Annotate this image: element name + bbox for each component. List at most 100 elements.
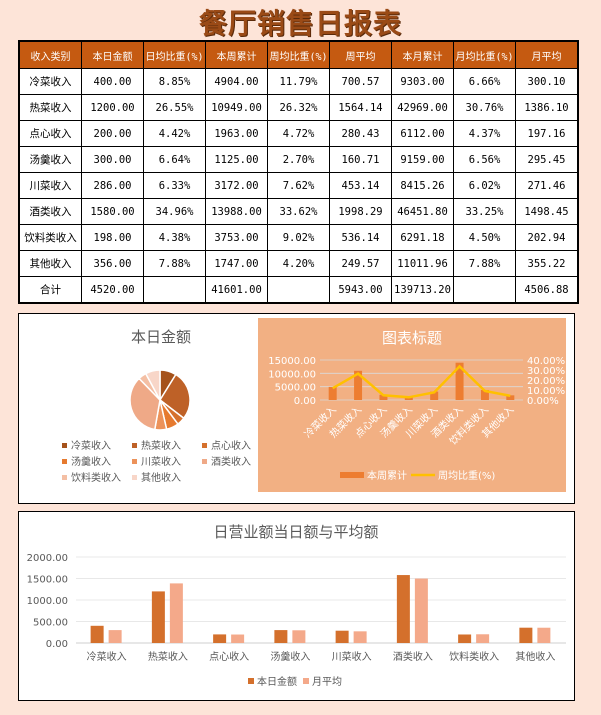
table-cell[interactable] bbox=[143, 276, 206, 304]
table-cell[interactable]: 4.72% bbox=[267, 120, 330, 147]
table-cell[interactable] bbox=[267, 276, 330, 304]
table-cell[interactable]: 200.00 bbox=[81, 120, 144, 147]
table-cell[interactable]: 26.32% bbox=[267, 94, 330, 121]
table-cell[interactable]: 271.46 bbox=[515, 172, 579, 199]
table-row: 冷菜收入 400.00 8.85% 4904.00 11.79% 700.57 9303.0… bbox=[18, 68, 579, 95]
table-cell[interactable]: 453.14 bbox=[329, 172, 392, 199]
legend-swatch bbox=[202, 443, 207, 448]
table-cell[interactable]: 1386.10 bbox=[515, 94, 579, 121]
table-cell[interactable]: 160.71 bbox=[329, 146, 392, 173]
table-cell[interactable]: 9303.00 bbox=[391, 68, 454, 95]
legend-label: 饮料类收入 bbox=[71, 471, 121, 484]
combo-chart[interactable]: 图表标题 0.00 5000.00 10000.00 15000.00 0.00%10.0… bbox=[258, 318, 566, 492]
table-cell[interactable]: 34.96% bbox=[143, 198, 206, 225]
x-tick: 汤羹收入 bbox=[270, 650, 310, 663]
table-cell[interactable] bbox=[453, 276, 516, 304]
legend-swatch bbox=[62, 459, 67, 464]
table-cell[interactable]: 1998.29 bbox=[329, 198, 392, 225]
pie-slice bbox=[159, 373, 191, 420]
table-cell[interactable]: 2.70% bbox=[267, 146, 330, 173]
table-cell[interactable]: 33.25% bbox=[453, 198, 516, 225]
table-cell[interactable]: 点心收入 bbox=[18, 120, 82, 147]
table-cell[interactable]: 9159.00 bbox=[391, 146, 454, 173]
table-cell[interactable]: 41601.00 bbox=[205, 276, 268, 304]
table-cell[interactable]: 355.22 bbox=[515, 250, 579, 277]
table-cell[interactable]: 8.85% bbox=[143, 68, 206, 95]
table-cell[interactable]: 356.00 bbox=[81, 250, 144, 277]
table-cell[interactable]: 7.62% bbox=[267, 172, 330, 199]
table-cell[interactable]: 7.88% bbox=[143, 250, 206, 277]
table-cell[interactable]: 26.55% bbox=[143, 94, 206, 121]
y-tick: 1000.00 bbox=[27, 596, 68, 607]
table-row: 合计 4520.00 41601.00 5943.00 139713.20 4506.88 bbox=[18, 276, 579, 304]
table-cell[interactable]: 4.20% bbox=[267, 250, 330, 277]
table-cell[interactable]: 6112.00 bbox=[391, 120, 454, 147]
table-cell[interactable]: 1125.00 bbox=[205, 146, 268, 173]
table-cell[interactable]: 30.76% bbox=[453, 94, 516, 121]
table-cell[interactable]: 1963.00 bbox=[205, 120, 268, 147]
table-cell[interactable]: 280.43 bbox=[329, 120, 392, 147]
table-cell[interactable]: 8415.26 bbox=[391, 172, 454, 199]
column-header: 周平均 bbox=[329, 40, 392, 69]
table-cell[interactable]: 饮料类收入 bbox=[18, 224, 82, 251]
table-cell[interactable]: 1580.00 bbox=[81, 198, 144, 225]
table-cell[interactable]: 42969.00 bbox=[391, 94, 454, 121]
table-cell[interactable]: 4.50% bbox=[453, 224, 516, 251]
column-header: 月平均 bbox=[515, 40, 579, 69]
table-cell[interactable]: 1200.00 bbox=[81, 94, 144, 121]
table-cell[interactable]: 1498.45 bbox=[515, 198, 579, 225]
table-cell[interactable]: 其他收入 bbox=[18, 250, 82, 277]
table-cell[interactable]: 6.02% bbox=[453, 172, 516, 199]
table-cell[interactable]: 300.10 bbox=[515, 68, 579, 95]
table-cell[interactable]: 11011.96 bbox=[391, 250, 454, 277]
table-cell[interactable]: 33.62% bbox=[267, 198, 330, 225]
table-cell[interactable]: 139713.20 bbox=[391, 276, 454, 304]
table-cell[interactable]: 46451.80 bbox=[391, 198, 454, 225]
table-cell[interactable]: 酒类收入 bbox=[18, 198, 82, 225]
table-cell[interactable]: 6.56% bbox=[453, 146, 516, 173]
table-cell[interactable]: 5943.00 bbox=[329, 276, 392, 304]
table-cell[interactable]: 4904.00 bbox=[205, 68, 268, 95]
table-cell[interactable]: 4506.88 bbox=[515, 276, 579, 304]
table-cell[interactable]: 286.00 bbox=[81, 172, 144, 199]
table-cell[interactable]: 6.66% bbox=[453, 68, 516, 95]
table-cell[interactable]: 11.79% bbox=[267, 68, 330, 95]
table-cell[interactable]: 4.38% bbox=[143, 224, 206, 251]
table-cell[interactable]: 1564.14 bbox=[329, 94, 392, 121]
table-cell[interactable]: 4.37% bbox=[453, 120, 516, 147]
bar-weekly-total bbox=[506, 395, 515, 400]
table-cell[interactable]: 汤羹收入 bbox=[18, 146, 82, 173]
table-cell[interactable]: 4520.00 bbox=[81, 276, 144, 304]
table-cell[interactable]: 7.88% bbox=[453, 250, 516, 277]
table-cell[interactable]: 热菜收入 bbox=[18, 94, 82, 121]
y2-tick: 30.00% bbox=[527, 366, 565, 377]
table-cell[interactable]: 249.57 bbox=[329, 250, 392, 277]
table-cell[interactable]: 536.14 bbox=[329, 224, 392, 251]
pie-slice bbox=[144, 369, 161, 401]
table-cell[interactable]: 13988.00 bbox=[205, 198, 268, 225]
daily-bar-chart[interactable]: 日营业额当日额与平均额 0.00 500.00 1000.00 1500.00 2000.… bbox=[19, 512, 574, 700]
table-cell[interactable]: 1747.00 bbox=[205, 250, 268, 277]
table-cell[interactable]: 3753.00 bbox=[205, 224, 268, 251]
table-cell[interactable]: 川菜收入 bbox=[18, 172, 82, 199]
table-cell[interactable]: 4.42% bbox=[143, 120, 206, 147]
table-cell[interactable]: 冷菜收入 bbox=[18, 68, 82, 95]
table-cell[interactable]: 197.16 bbox=[515, 120, 579, 147]
table-cell[interactable]: 9.02% bbox=[267, 224, 330, 251]
table-cell[interactable]: 3172.00 bbox=[205, 172, 268, 199]
bar-chart-title: 日营业额当日额与平均额 bbox=[213, 523, 378, 541]
table-cell[interactable]: 6291.18 bbox=[391, 224, 454, 251]
table-cell[interactable]: 202.94 bbox=[515, 224, 579, 251]
table-cell[interactable]: 295.45 bbox=[515, 146, 579, 173]
table-cell[interactable]: 6.33% bbox=[143, 172, 206, 199]
bar-monthly-average bbox=[231, 634, 245, 643]
table-cell[interactable]: 10949.00 bbox=[205, 94, 268, 121]
table-cell[interactable]: 合计 bbox=[18, 276, 82, 304]
table-cell[interactable]: 6.64% bbox=[143, 146, 206, 173]
table-cell[interactable]: 700.57 bbox=[329, 68, 392, 95]
legend-label: 本日金额 bbox=[257, 675, 297, 688]
table-cell[interactable]: 198.00 bbox=[81, 224, 144, 251]
table-cell[interactable]: 300.00 bbox=[81, 146, 144, 173]
table-cell[interactable]: 400.00 bbox=[81, 68, 144, 95]
